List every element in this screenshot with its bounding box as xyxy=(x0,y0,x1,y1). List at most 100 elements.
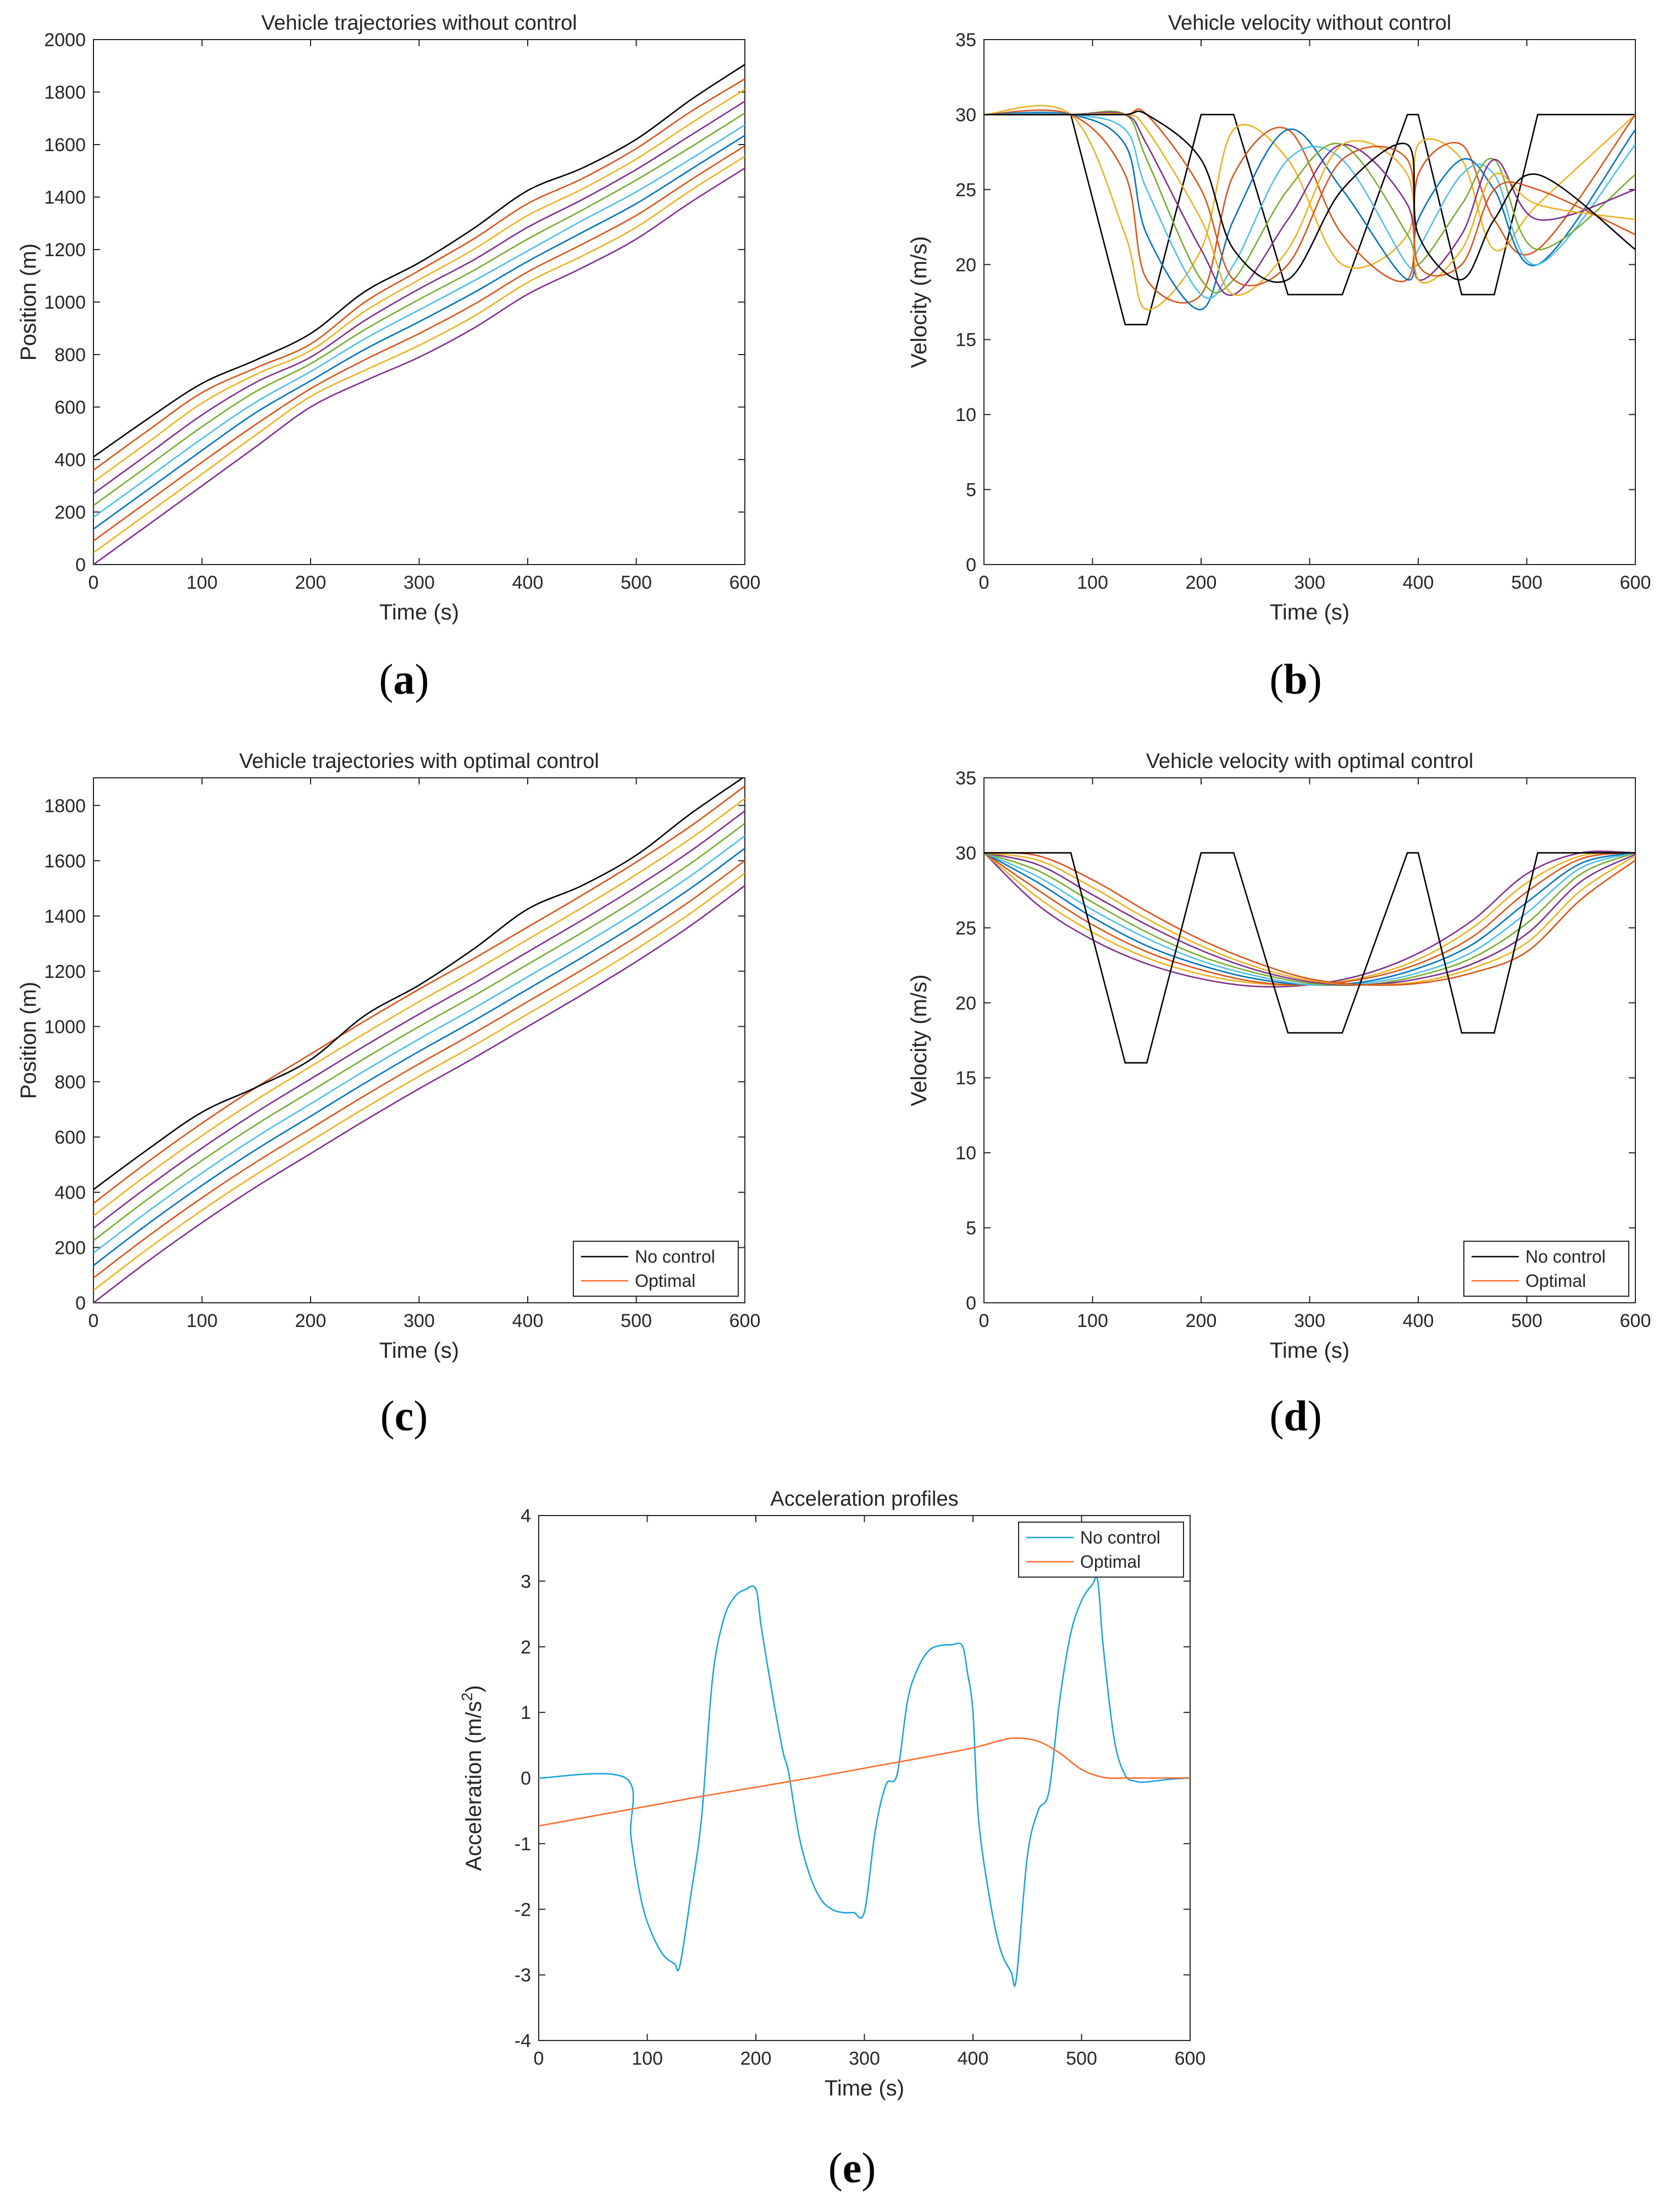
series-line-vehicle-2 xyxy=(984,104,1635,311)
legend-label: No control xyxy=(635,1247,715,1267)
x-tick-label: 200 xyxy=(740,2048,772,2069)
series-line-vehicle-4 xyxy=(93,135,745,530)
chart-d: Vehicle velocity with optimal control 0 10… xyxy=(907,750,1651,1440)
panel-label-open: ( xyxy=(828,2144,843,2192)
x-tick-label: 100 xyxy=(632,2048,663,2069)
x-tick-label: 600 xyxy=(1620,572,1651,593)
series-group xyxy=(984,104,1635,325)
series-line-vehicle-3-optimal xyxy=(93,860,745,1279)
series-line-vehicle-1 xyxy=(93,167,745,565)
y-tick-label: 30 xyxy=(955,843,976,864)
x-tick-label: 300 xyxy=(849,2048,880,2069)
y-tick-label: 600 xyxy=(54,1127,86,1148)
x-tick-label: 0 xyxy=(89,1310,99,1331)
x-tick-label: 200 xyxy=(295,1310,327,1331)
x-tick-label: 400 xyxy=(958,2048,989,2069)
x-axis-label: Time (s) xyxy=(1270,1339,1350,1363)
series-line-vehicle-5 xyxy=(93,124,745,518)
x-tick-label: 100 xyxy=(1077,572,1108,593)
series-line-vehicle-2-optimal xyxy=(93,872,745,1291)
x-axis-label: Time (s) xyxy=(1270,600,1350,624)
x-tick-label: 0 xyxy=(979,1310,989,1331)
plot-area xyxy=(93,777,745,1303)
plot-area xyxy=(93,39,745,565)
x-tick-label: 200 xyxy=(1186,572,1217,593)
legend-label: Optimal xyxy=(1525,1271,1586,1291)
y-tick-label: 1400 xyxy=(44,187,86,208)
legend-label: No control xyxy=(1080,1528,1160,1547)
y-tick-label: 5 xyxy=(966,1218,976,1239)
x-tick-label: 600 xyxy=(729,572,761,593)
series-line-vehicle-8-optimal xyxy=(93,798,745,1216)
y-tick-label: 0 xyxy=(75,555,86,576)
x-tick-label: 0 xyxy=(89,572,99,593)
y-axis-label: Velocity (m/s) xyxy=(907,236,931,368)
panel-label-close: ) xyxy=(861,2144,876,2192)
y-axis-label-superscript: 2 xyxy=(458,1693,475,1701)
series-line-vehicle-7 xyxy=(984,112,1635,296)
series-line-vehicle-9-optimal xyxy=(984,852,1635,986)
panel-label-open: ( xyxy=(1269,1392,1284,1440)
y-tick-label: 20 xyxy=(955,993,976,1014)
chart-title: Vehicle trajectories with optimal contro… xyxy=(239,750,599,773)
x-tick-label: 500 xyxy=(1511,572,1542,593)
x-tick-label: 600 xyxy=(1175,2048,1206,2069)
chart-e: Acceleration profiles 0 100 200 300 400 500 600… xyxy=(458,1487,1206,2192)
series-group xyxy=(93,64,745,565)
y-tick-label: -2 xyxy=(515,1899,531,1920)
series-line-vehicle-6-optimal xyxy=(984,852,1635,986)
y-tick-label: 1000 xyxy=(44,292,86,313)
y-tick-label: 1800 xyxy=(44,82,86,103)
series-line-vehicle-4 xyxy=(984,112,1635,311)
legend-label: Optimal xyxy=(635,1271,695,1291)
y-tick-label: 30 xyxy=(955,104,976,125)
y-tick-label: 200 xyxy=(54,502,86,523)
legend-label: No control xyxy=(1525,1247,1606,1267)
panel-label: (d) xyxy=(1269,1392,1321,1440)
series-line-vehicle-4-optimal xyxy=(93,848,745,1267)
plot-area xyxy=(983,39,1636,565)
y-tick-label: 10 xyxy=(955,1143,976,1164)
panel-label-letter: a xyxy=(394,655,415,703)
y-tick-label: 2000 xyxy=(44,30,86,51)
y-tick-label: 0 xyxy=(966,555,976,576)
y-axis-label: Velocity (m/s) xyxy=(907,974,931,1106)
chart-title: Vehicle trajectories without control xyxy=(261,12,577,35)
chart-title: Vehicle velocity without control xyxy=(1168,12,1451,35)
series-line-vehicle-6 xyxy=(93,112,745,506)
series-line-vehicle-10 xyxy=(93,64,745,458)
y-axis-label: Acceleration (m/s2) xyxy=(458,1685,486,1871)
series-group xyxy=(984,850,1635,1064)
y-tick-label: 15 xyxy=(955,1068,976,1089)
series-line-vehicle-8 xyxy=(984,113,1635,296)
x-axis-label: Time (s) xyxy=(379,600,459,624)
legend-box xyxy=(1018,1522,1184,1578)
series-line-vehicle-9 xyxy=(93,78,745,471)
series-line-vehicle-7-optimal xyxy=(984,852,1635,986)
y-tick-label: -3 xyxy=(515,1965,531,1986)
y-tick-label: 1600 xyxy=(44,851,86,872)
x-tick-label: 100 xyxy=(186,572,218,593)
y-tick-label: 1800 xyxy=(44,795,86,816)
y-tick-label: 800 xyxy=(54,345,86,366)
series-line-vehicle-9-optimal xyxy=(93,786,745,1204)
y-axis-label-main: Acceleration (m/s xyxy=(462,1701,486,1871)
x-tick-label: 0 xyxy=(534,2048,544,2069)
legend: No control Optimal xyxy=(1018,1522,1184,1578)
panel-label: (a) xyxy=(379,655,429,703)
y-tick-label: 10 xyxy=(955,405,976,425)
x-tick-label: 100 xyxy=(1077,1310,1108,1331)
series-line-vehicle-8 xyxy=(93,89,745,483)
y-tick-label: 0 xyxy=(521,1768,531,1789)
y-tick-label: 200 xyxy=(54,1237,86,1258)
y-tick-label: 0 xyxy=(966,1293,976,1314)
panel-label-letter: c xyxy=(395,1392,414,1440)
y-tick-label: 400 xyxy=(54,1182,86,1203)
y-tick-label: 800 xyxy=(54,1072,86,1093)
y-tick-label: 1 xyxy=(521,1702,531,1723)
y-tick-label: -1 xyxy=(515,1834,531,1855)
panel-label-letter: e xyxy=(843,2144,862,2192)
series-line-vehicle-9 xyxy=(984,108,1635,286)
panel-label-open: ( xyxy=(379,655,394,703)
